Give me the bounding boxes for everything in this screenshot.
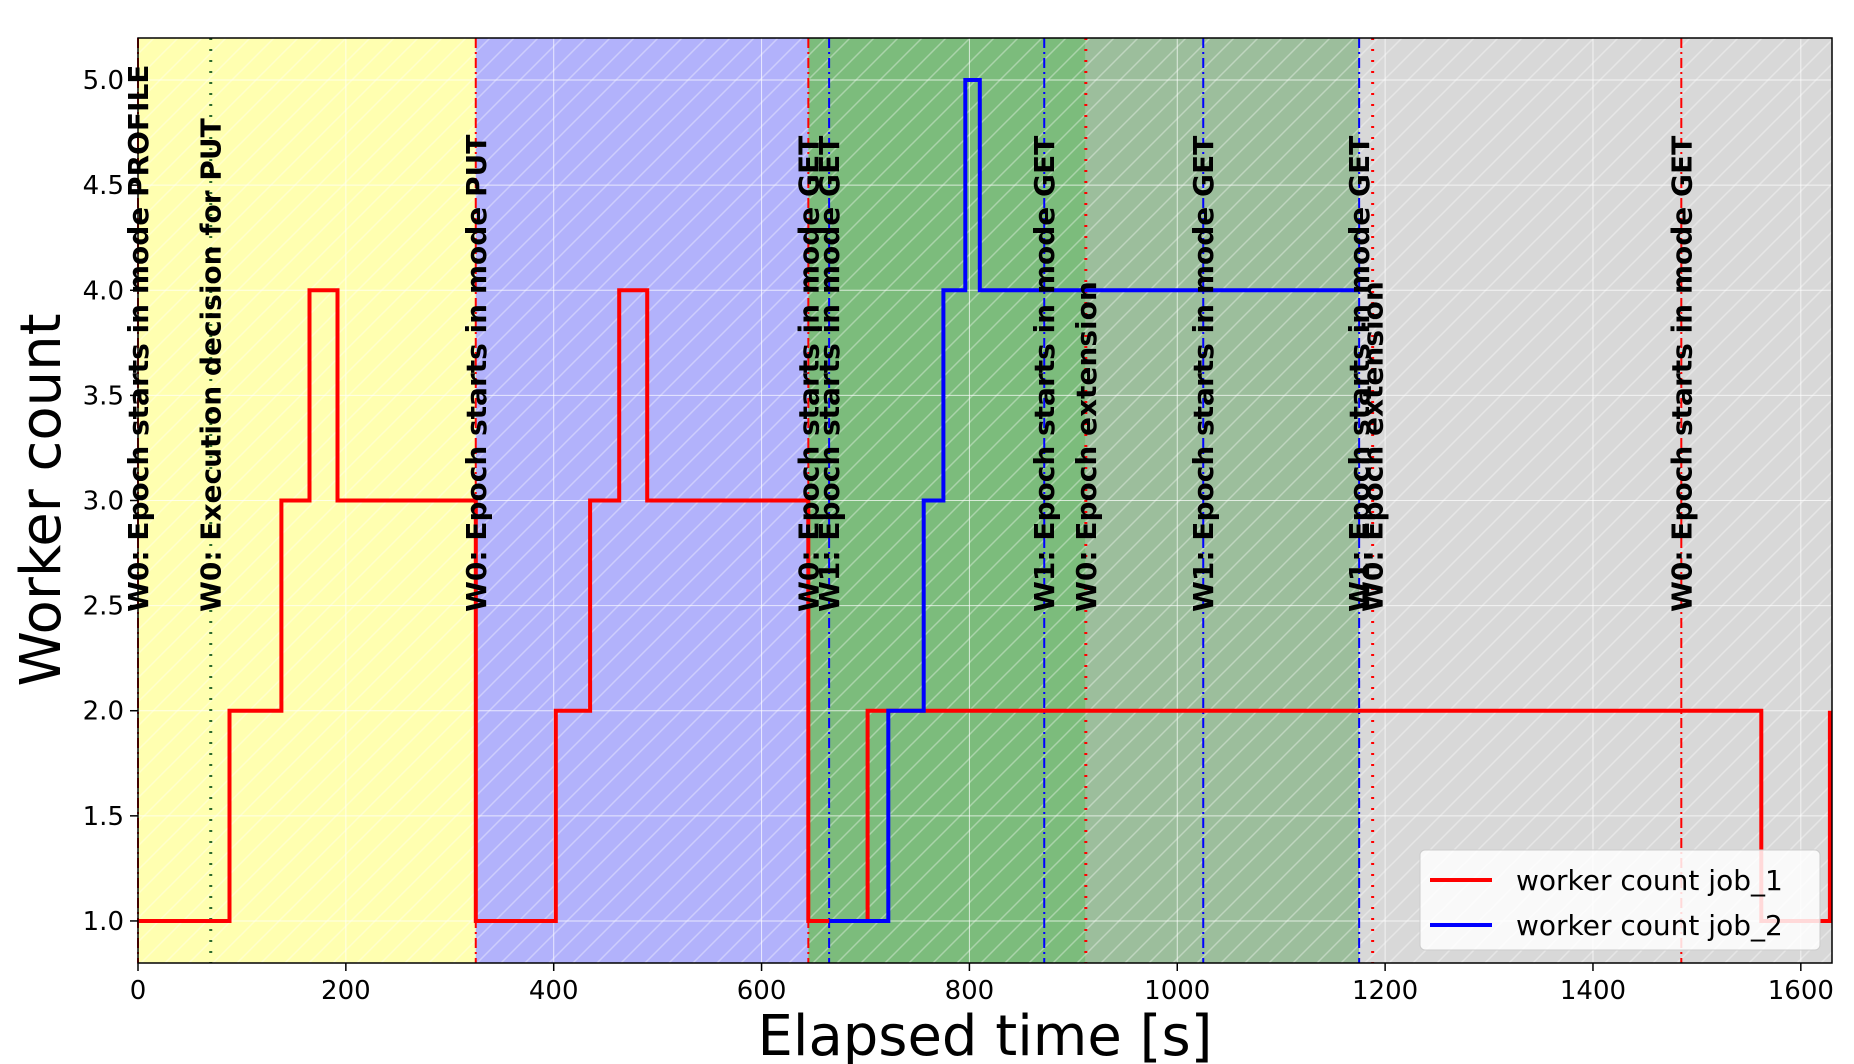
series-line-1 [138,288,1832,923]
y-axis-ticks: 1.0 1.5 2.0 2.5 3.0 3.5 4.0 4.5 5.0 [83,66,138,937]
y-tick-label: 3.5 [83,381,124,411]
y-tick-label: 1.5 [83,802,124,832]
event-annotation-4: W1: Epoch starts in mode GET [813,136,846,612]
legend-label-1: worker count job_1 [1516,864,1783,897]
event-annotation-7: W1: Epoch starts in mode GET [1187,136,1220,612]
y-tick-label: 5.0 [83,66,124,96]
x-tick-label: 1600 [1768,976,1834,1006]
event-annotation-2: W0: Epoch starts in mode PUT [460,135,493,612]
y-tick-label: 2.5 [83,592,124,622]
y-axis-label: Worker count [9,313,74,686]
y-tick-label: 2.0 [83,697,124,727]
x-tick-label: 1200 [1352,976,1418,1006]
legend-label-2: worker count job_2 [1516,909,1783,942]
x-tick-label: 1400 [1560,976,1626,1006]
series-lines [138,78,1832,923]
y-tick-label: 3.0 [83,487,124,517]
event-annotation-10: W0: Epoch starts in mode GET [1665,136,1698,612]
x-tick-label: 0 [130,976,147,1006]
x-tick-label: 800 [945,976,995,1006]
event-annotation-9: W0: Epoch extension [1357,281,1390,612]
event-annotation-5: W1: Epoch starts in mode GET [1028,136,1061,612]
x-axis-label: Elapsed time [s] [758,1004,1213,1064]
x-tick-label: 1000 [1144,976,1210,1006]
x-tick-label: 400 [529,976,579,1006]
event-annotation-3: W0: Epoch starts in mode GET [792,136,825,612]
y-tick-label: 4.0 [83,276,124,306]
event-annotation-8: W1: Epoch starts in mode GET [1343,136,1376,612]
series-line-2 [829,78,1360,923]
y-tick-label: 1.0 [83,907,124,937]
y-tick-label: 4.5 [83,171,124,201]
x-axis-ticks: 0 200 400 600 800 1000 1200 1400 1600 [130,963,1834,1006]
x-tick-label: 200 [321,976,371,1006]
x-tick-label: 600 [737,976,787,1006]
event-annotation-1: W0: Execution decision for PUT [195,118,228,612]
event-annotation-6: W0: Epoch extension [1070,281,1103,612]
legend-box [1419,849,1821,951]
